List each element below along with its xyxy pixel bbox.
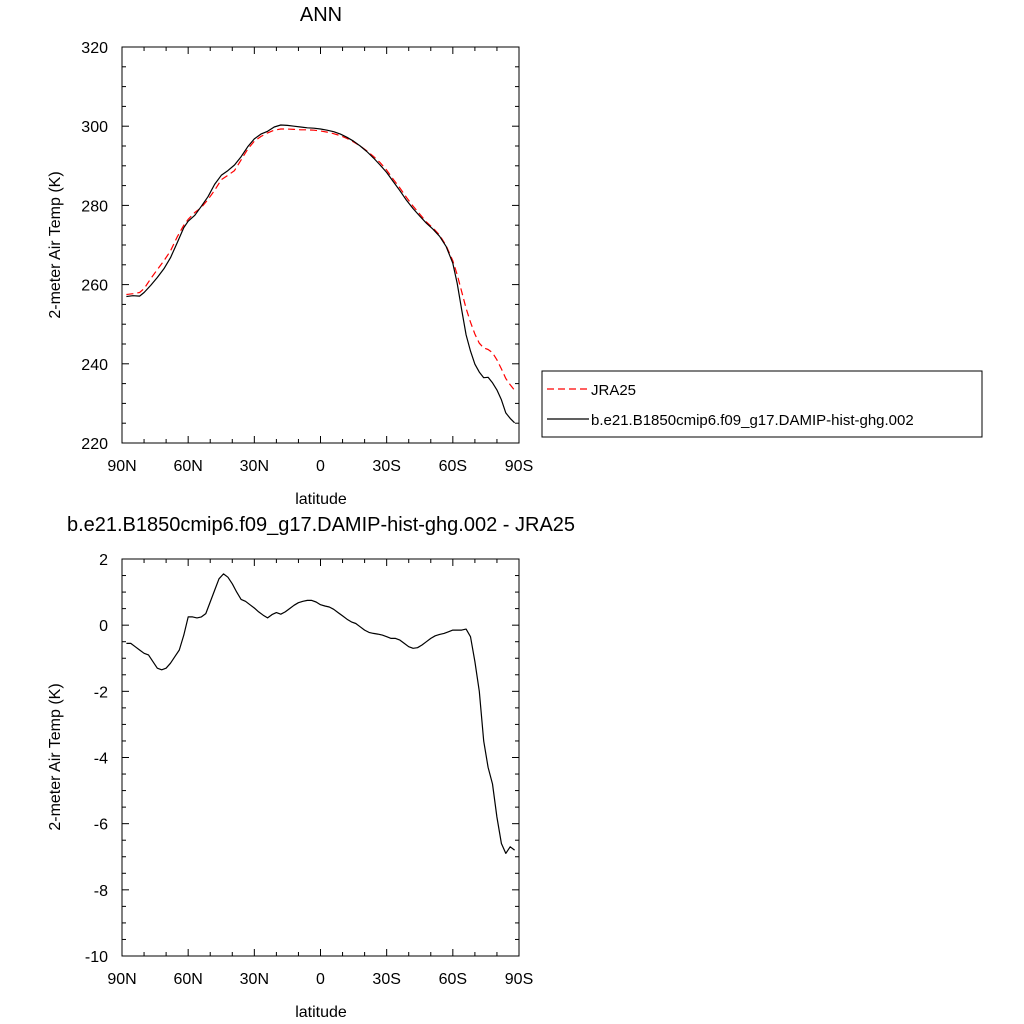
legend-box bbox=[541, 370, 983, 438]
top-series bbox=[126, 124, 516, 424]
bottom-panel: b.e21.B1850cmip6.f09_g17.DAMIP-hist-ghg.… bbox=[47, 514, 575, 1021]
bottom-x-tick-label: 60N bbox=[173, 971, 202, 988]
top-y-tick-label: 280 bbox=[81, 198, 108, 215]
bottom-chart-title: b.e21.B1850cmip6.f09_g17.DAMIP-hist-ghg.… bbox=[67, 514, 575, 536]
top-panel: ANN 90N 60N 30N 0 30S 60S 90S 220 240 260 280 300 3… bbox=[47, 4, 533, 508]
top-y-axis-label: 2-meter Air Temp (K) bbox=[47, 171, 64, 318]
top-chart-title: ANN bbox=[300, 4, 342, 26]
legend-label-jra25: JRA25 bbox=[591, 382, 636, 399]
top-series-line-model bbox=[126, 124, 516, 424]
bottom-y-tick-label: -4 bbox=[94, 751, 108, 768]
top-x-tick-label: 30S bbox=[372, 458, 400, 475]
bottom-y-ticks: -10 -8 -6 -4 -2 0 2 bbox=[85, 552, 519, 966]
legend-label-model: b.e21.B1850cmip6.f09_g17.DAMIP-hist-ghg.… bbox=[591, 412, 914, 429]
top-y-tick-label: 260 bbox=[81, 278, 108, 295]
bottom-x-tick-label: 90N bbox=[107, 971, 136, 988]
bottom-x-tick-label: 30S bbox=[372, 971, 400, 988]
top-x-tick-label: 30N bbox=[240, 458, 269, 475]
top-x-tick-label: 90N bbox=[107, 458, 136, 475]
bottom-x-tick-label: 30N bbox=[240, 971, 269, 988]
bottom-y-tick-label: -8 bbox=[94, 883, 108, 900]
bottom-x-tick-label: 60S bbox=[439, 971, 467, 988]
top-y-tick-label: 220 bbox=[81, 436, 108, 453]
top-x-tick-label: 90S bbox=[505, 458, 533, 475]
bottom-series bbox=[126, 573, 515, 855]
legend: JRA25 b.e21.B1850cmip6.f09_g17.DAMIP-his… bbox=[541, 370, 983, 438]
top-y-tick-label: 240 bbox=[81, 357, 108, 374]
bottom-plot-frame bbox=[121, 558, 520, 957]
bottom-x-ticks: 90N 60N 30N 0 30S 60S 90S bbox=[107, 559, 533, 988]
bottom-y-tick-label: -10 bbox=[85, 949, 108, 966]
bottom-y-axis-label: 2-meter Air Temp (K) bbox=[47, 683, 64, 830]
top-y-tick-label: 300 bbox=[81, 119, 108, 136]
top-x-tick-label: 60N bbox=[173, 458, 202, 475]
top-plot-frame bbox=[121, 46, 520, 444]
bottom-y-tick-label: 2 bbox=[99, 552, 108, 569]
bottom-y-tick-label: 0 bbox=[99, 618, 108, 635]
top-series-line-jra25 bbox=[126, 128, 516, 391]
bottom-x-tick-label: 90S bbox=[505, 971, 533, 988]
bottom-x-tick-label: 0 bbox=[316, 971, 325, 988]
bottom-x-axis-label: latitude bbox=[295, 1004, 347, 1021]
bottom-y-tick-label: -6 bbox=[94, 817, 108, 834]
bottom-series-line-model bbox=[126, 573, 515, 855]
bottom-y-tick-label: -2 bbox=[94, 684, 108, 701]
top-x-axis-label: latitude bbox=[295, 491, 347, 508]
top-x-tick-label: 60S bbox=[439, 458, 467, 475]
top-x-ticks: 90N 60N 30N 0 30S 60S 90S bbox=[107, 47, 533, 475]
top-y-tick-label: 320 bbox=[81, 40, 108, 57]
top-x-tick-label: 0 bbox=[316, 458, 325, 475]
top-y-ticks: 220 240 260 280 300 320 bbox=[81, 40, 519, 453]
